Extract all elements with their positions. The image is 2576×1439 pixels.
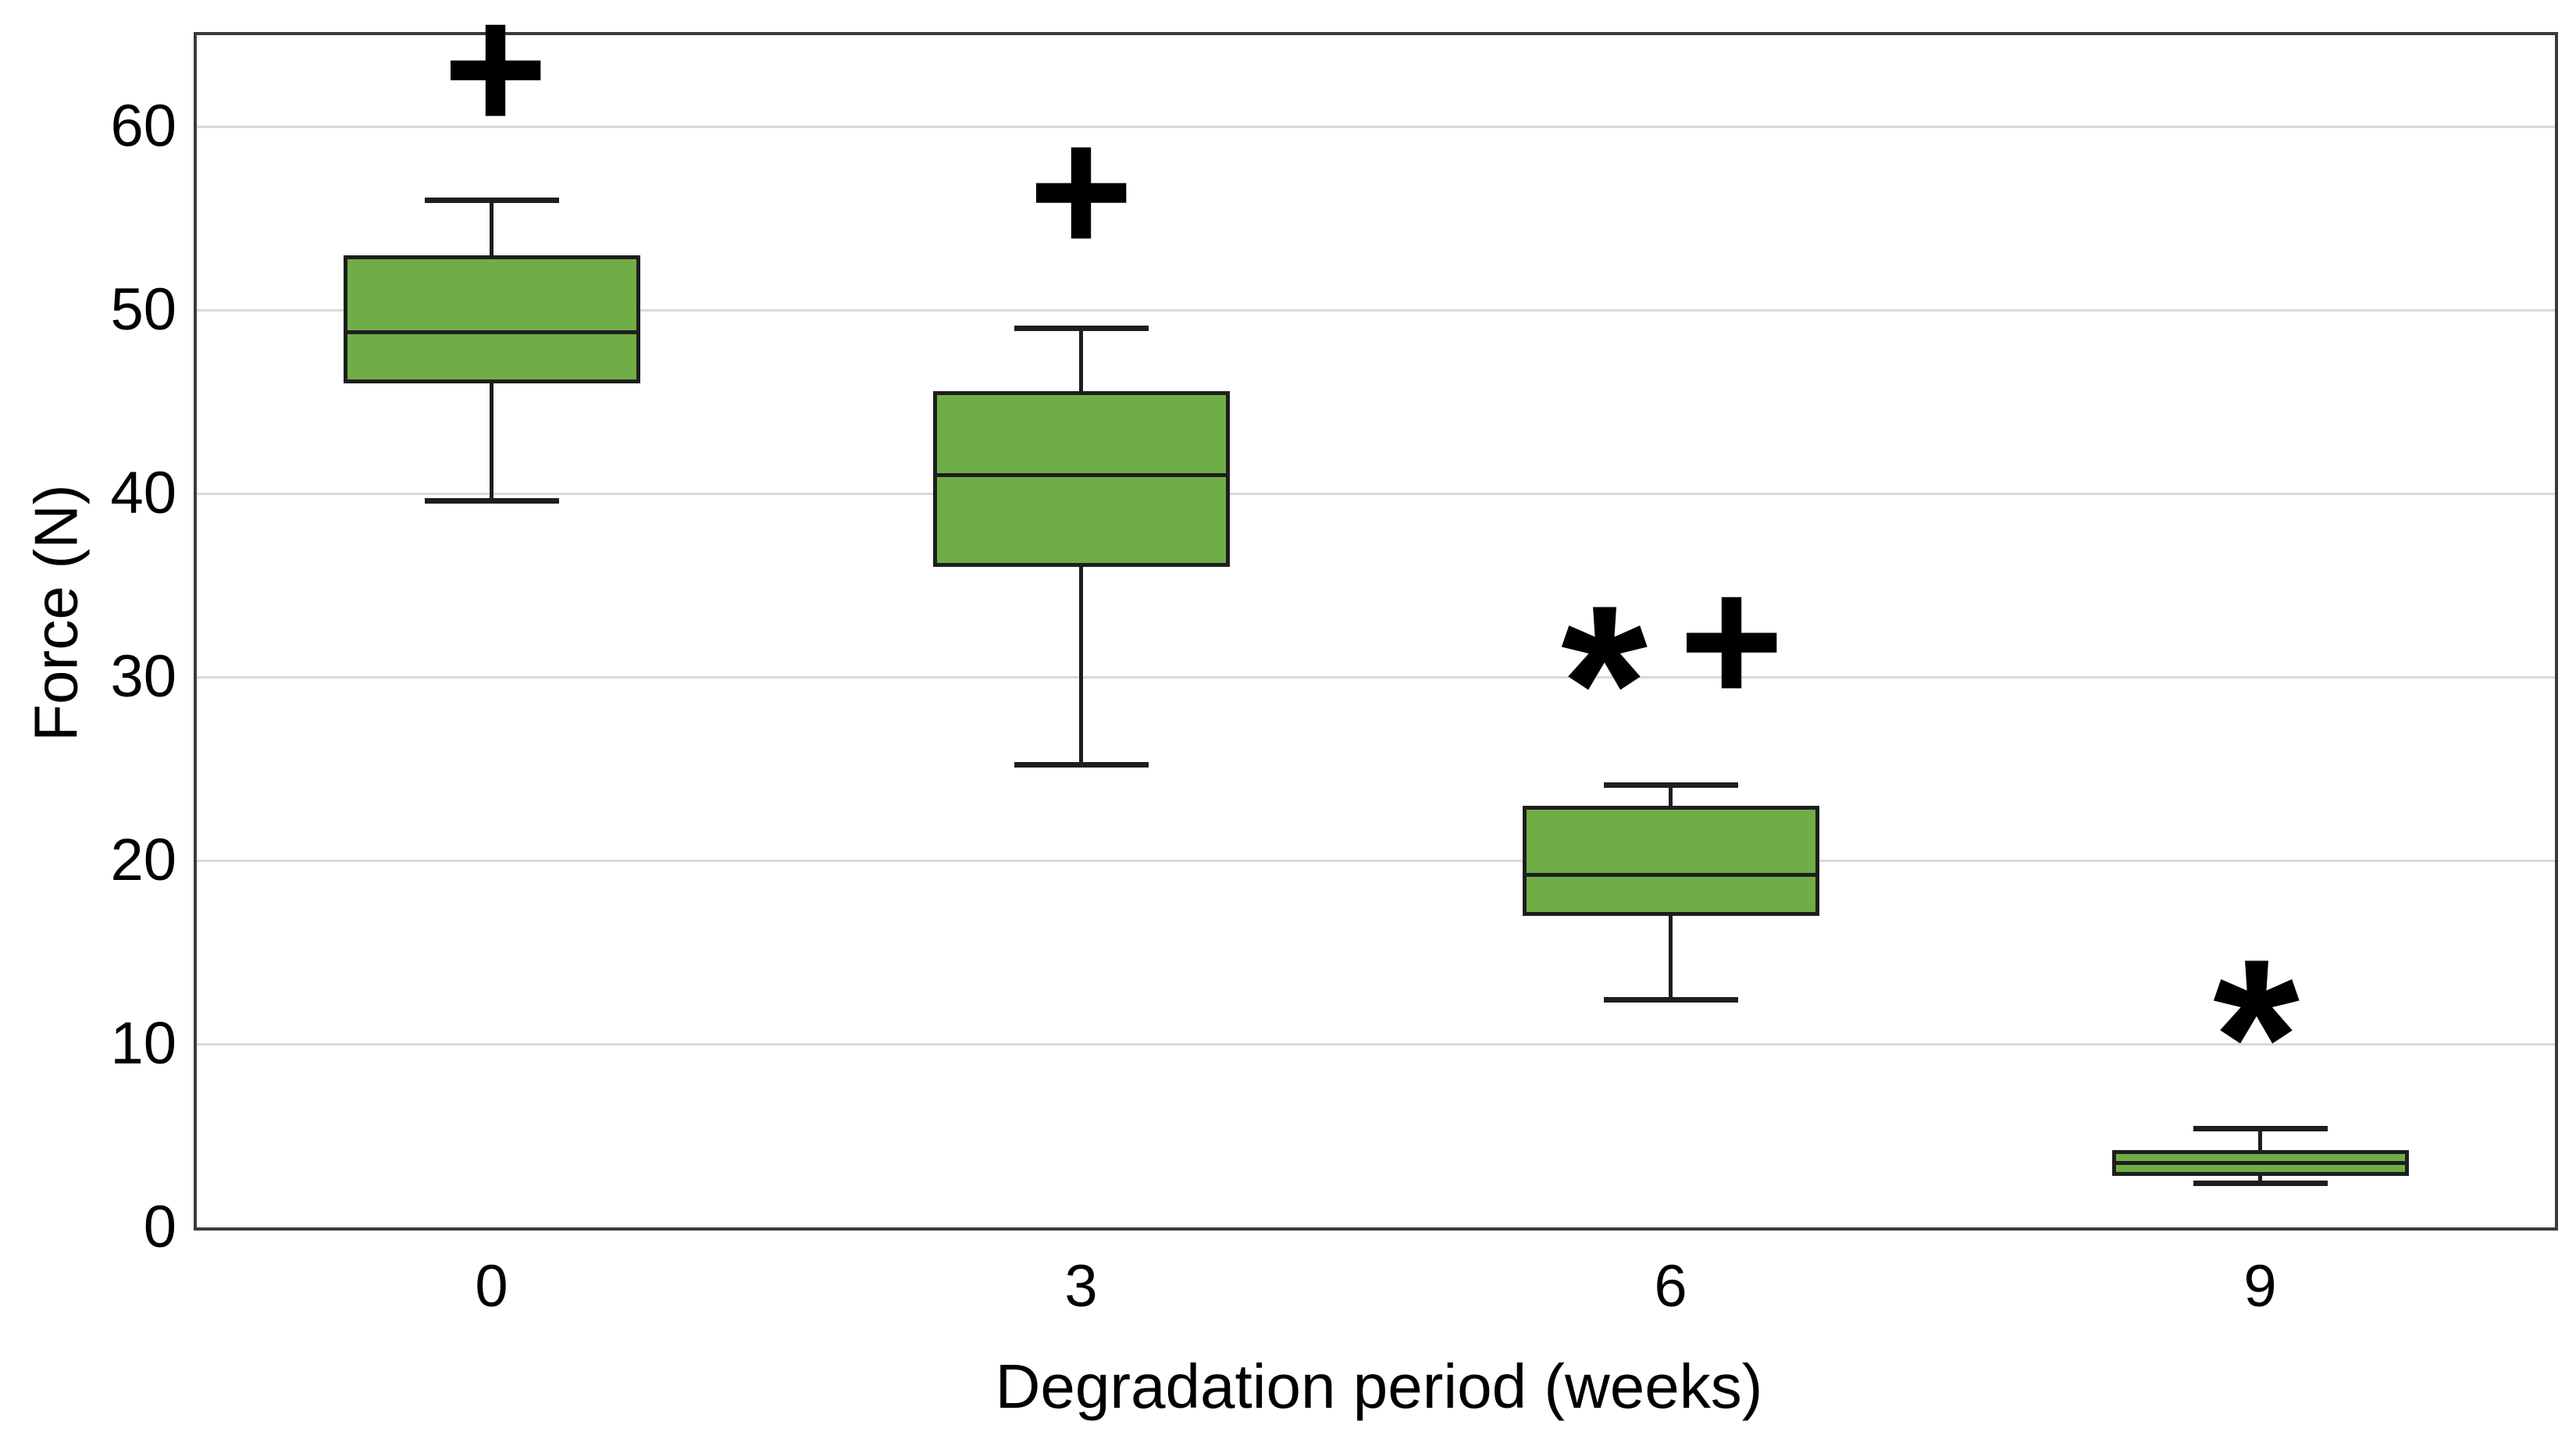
box-week-0-upper-whisker-stem — [490, 200, 493, 255]
gridline-y-20 — [197, 859, 2555, 862]
box-week-0-median-line — [343, 330, 640, 335]
box-week-6-upper-whisker-stem — [1669, 785, 1673, 806]
box-week-6-iqr-box — [1522, 805, 1819, 916]
plot-area — [194, 32, 2558, 1231]
x-tick-label-9: 9 — [2243, 1253, 2277, 1320]
box-week-9-upper-whisker-stem — [2258, 1128, 2262, 1151]
gridline-y-60 — [197, 125, 2555, 128]
y-tick-label-30: 30 — [110, 643, 176, 711]
gridline-y-10 — [197, 1042, 2555, 1045]
box-week-0-significance-marker-plus: + — [443, 0, 548, 169]
x-axis-title: Degradation period (weeks) — [995, 1352, 1763, 1421]
box-week-3-lower-whisker-cap — [1014, 762, 1149, 768]
y-tick-label-20: 20 — [110, 827, 176, 894]
box-week-3-iqr-box — [932, 390, 1230, 568]
box-week-3-median-line — [932, 473, 1230, 478]
box-week-9-lower-whisker-cap — [2193, 1181, 2328, 1187]
y-tick-label-60: 60 — [110, 93, 176, 160]
x-tick-label-3: 3 — [1064, 1253, 1098, 1320]
y-tick-label-40: 40 — [110, 460, 176, 527]
gridline-y-30 — [197, 675, 2555, 679]
box-week-6-lower-whisker-cap — [1603, 997, 1738, 1003]
box-week-0-iqr-box — [343, 255, 640, 384]
box-week-9-lower-whisker-stem — [2258, 1176, 2262, 1184]
box-week-6-median-line — [1522, 873, 1819, 878]
box-week-3-lower-whisker-stem — [1079, 567, 1083, 765]
box-week-0-lower-whisker-cap — [424, 498, 559, 504]
box-week-3-upper-whisker-stem — [1079, 328, 1083, 391]
box-week-3-significance-marker-plus: + — [1028, 91, 1134, 292]
box-week-9-significance-marker-star: * — [2213, 913, 2300, 1162]
box-week-6-significance-marker-plus: + — [1679, 540, 1784, 741]
x-tick-label-0: 0 — [475, 1253, 508, 1320]
box-week-9-median-line — [2111, 1161, 2409, 1166]
x-tick-label-6: 6 — [1654, 1253, 1687, 1320]
gridline-y-50 — [197, 308, 2555, 312]
y-tick-label-50: 50 — [110, 276, 176, 344]
y-axis-title: Force (N) — [21, 484, 91, 742]
box-week-6-lower-whisker-stem — [1669, 915, 1673, 1000]
box-week-0-lower-whisker-stem — [490, 383, 493, 501]
box-week-6-significance-marker-star: * — [1561, 559, 1648, 808]
y-tick-label-10: 10 — [110, 1010, 176, 1077]
y-tick-label-0: 0 — [143, 1194, 176, 1260]
gridline-y-40 — [197, 492, 2555, 495]
